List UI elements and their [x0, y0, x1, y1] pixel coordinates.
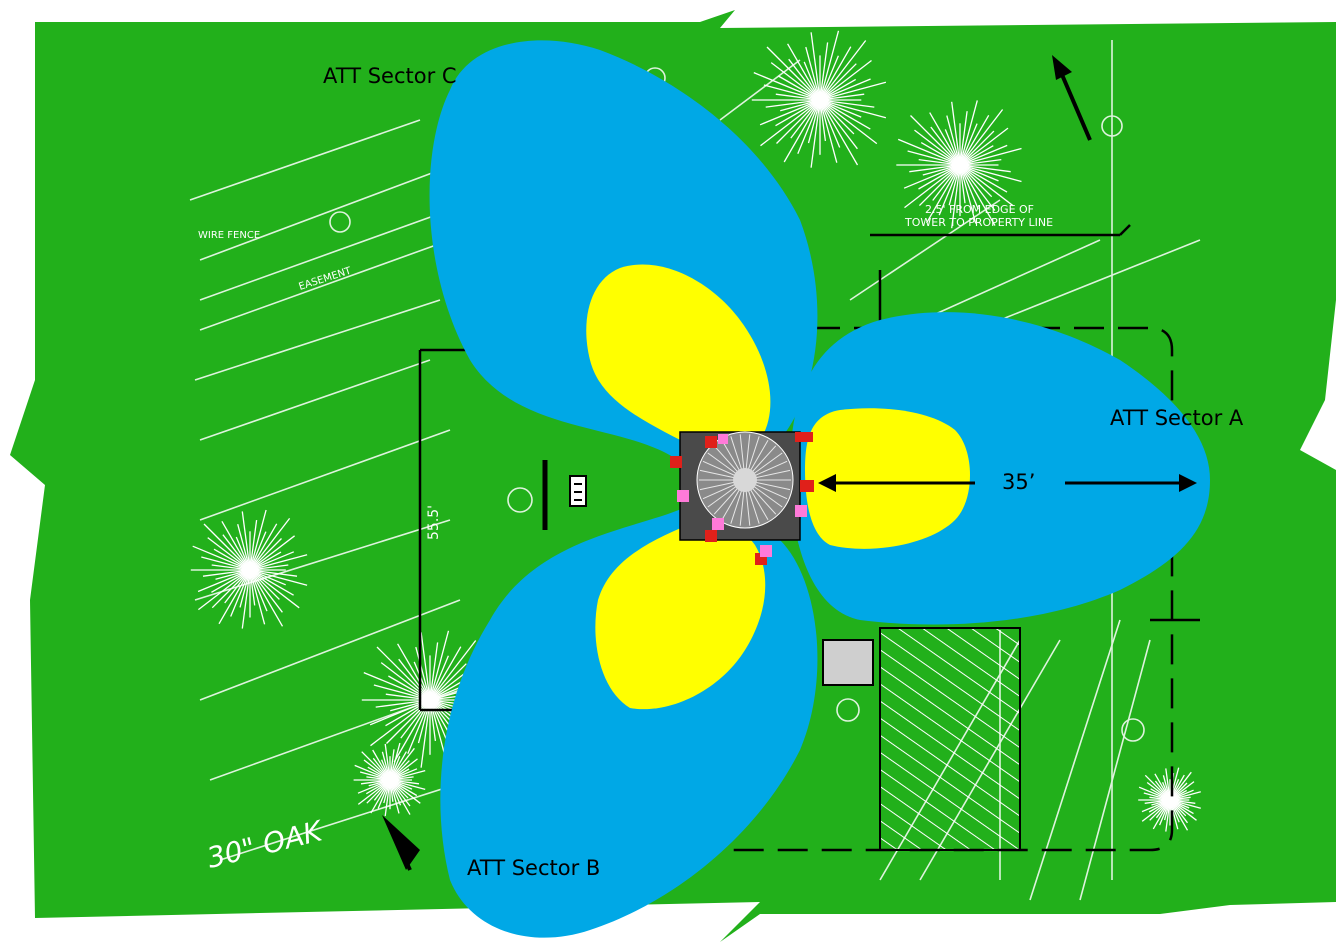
- sector-b-label: ATT Sector B: [467, 856, 601, 880]
- inner-exposure-zone: [586, 264, 970, 710]
- sector-a-inner-lobe: [805, 408, 970, 549]
- north-arrow-top: [1052, 55, 1092, 141]
- antenna-markers: [670, 432, 814, 565]
- dimension-arrow-right: [1065, 474, 1197, 492]
- property-boundary: [418, 224, 1200, 852]
- wire-fence-text: WIRE FENCE: [198, 230, 260, 241]
- sector-c-inner-lobe: [586, 264, 771, 457]
- edge-note-text-1: 2.5' FROM EDGE OF: [925, 203, 1034, 216]
- hatched-structure: [879, 627, 1021, 851]
- sector-a-label: ATT Sector A: [1110, 406, 1244, 430]
- equipment-pad: [822, 639, 874, 686]
- dimension-arrow-left: [818, 474, 975, 492]
- sector-b-inner-lobe: [595, 517, 766, 710]
- edge-note-text-2: TOWER TO PROPERTY LINE: [904, 216, 1053, 229]
- tower-compound: [679, 431, 801, 541]
- access-gate: [542, 460, 587, 530]
- dimension-label: 35’: [1002, 470, 1036, 494]
- sector-c-label: ATT Sector C: [323, 64, 457, 88]
- trees: [190, 30, 1201, 832]
- north-arrow-bottom: [382, 815, 420, 871]
- vertical-dimension-text: 55.5': [426, 505, 442, 540]
- sector-a-outer-lobe: [790, 312, 1210, 625]
